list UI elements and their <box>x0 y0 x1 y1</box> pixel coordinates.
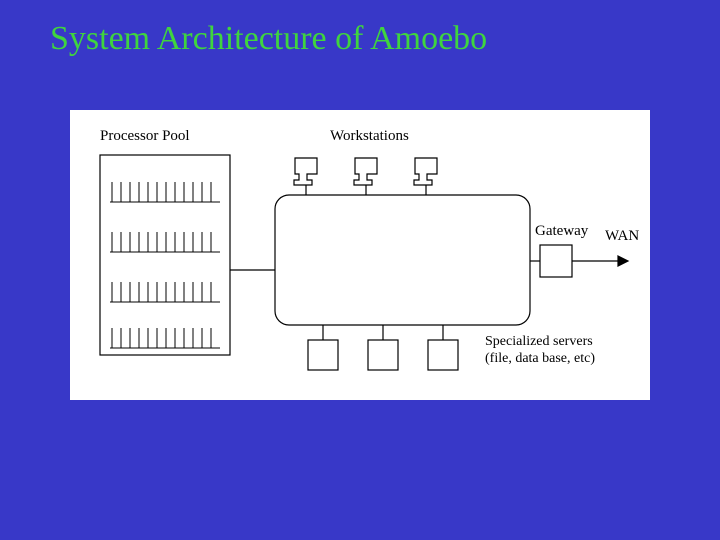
workstations-group <box>294 158 437 195</box>
label-servers-line1: Specialized servers <box>485 334 593 349</box>
workstation-icon <box>354 158 377 195</box>
label-gateway: Gateway <box>535 223 589 239</box>
label-workstations: Workstations <box>330 128 409 144</box>
label-wan: WAN <box>605 228 639 244</box>
workstation-icon <box>294 158 317 195</box>
workstation-icon <box>414 158 437 195</box>
server-box <box>308 325 338 370</box>
label-processor-pool: Processor Pool <box>100 128 190 144</box>
architecture-svg: Processor Pool <box>70 110 650 400</box>
processor-row <box>110 328 220 348</box>
server-box <box>368 325 398 370</box>
arrow-wan <box>572 256 628 266</box>
architecture-diagram: Processor Pool <box>70 110 650 400</box>
network-box <box>275 195 530 325</box>
slide-title: System Architecture of Amoebo <box>50 20 487 58</box>
processor-row <box>110 282 220 302</box>
label-servers-line2: (file, data base, etc) <box>485 351 595 366</box>
processor-pool-rows <box>110 182 220 348</box>
servers-group <box>308 325 458 370</box>
gateway-box <box>540 245 572 277</box>
processor-row <box>110 182 220 202</box>
processor-row <box>110 232 220 252</box>
server-box <box>428 325 458 370</box>
